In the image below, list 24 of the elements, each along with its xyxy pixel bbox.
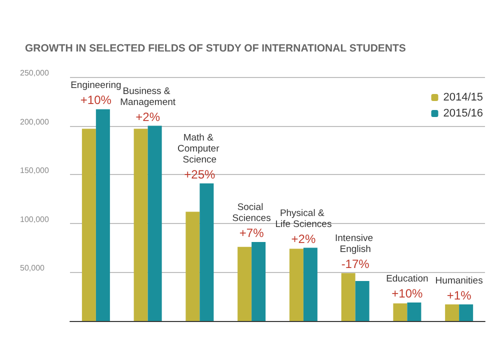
y-tick-label: 250,000 <box>20 68 50 78</box>
annotation: +2% <box>291 232 316 246</box>
y-tick-label: 100,000 <box>20 214 50 224</box>
legend-label: 2015/16 <box>443 108 484 120</box>
x-tick-label: Engineering <box>70 80 122 92</box>
x-tick-label: Humanities <box>435 275 484 286</box>
x-tick-label: Intensive English <box>334 233 376 256</box>
x-tick-label: Social Sciences <box>232 202 272 224</box>
x-tick-label: Physical & Life Sciences <box>275 208 332 230</box>
legend-label: 2014/15 <box>443 92 484 104</box>
annotation: +25% <box>184 167 216 182</box>
y-tick-label: 50,000 <box>20 264 46 273</box>
annotation: +1% <box>446 288 472 302</box>
annotation: +10% <box>392 286 424 300</box>
annotation: +10% <box>80 93 112 108</box>
x-tick-label: Education <box>386 273 428 284</box>
annotation: +7% <box>239 226 264 240</box>
chart-title: GROWTH IN SELECTED FIELDS OF STUDY OF INTERNATIONAL STUDENTS <box>25 42 406 54</box>
y-tick-label: 150,000 <box>20 166 50 176</box>
annotation: +2% <box>136 110 160 124</box>
annotation: -17% <box>341 257 370 272</box>
y-tick-label: 200,000 <box>20 117 50 126</box>
x-tick-label: Math & Computer Science <box>178 132 222 166</box>
x-tick-label: Business & Management <box>120 86 176 108</box>
